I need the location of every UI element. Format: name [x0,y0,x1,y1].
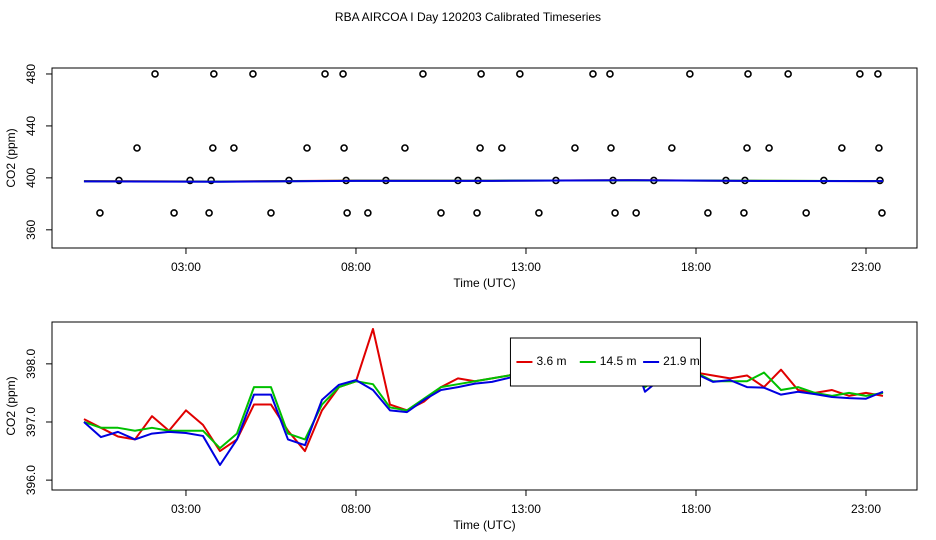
plot-area [83,327,884,466]
y-tick-label: 398.0 [24,349,38,379]
point [740,209,748,217]
figure-title: RBA AIRCOA I Day 120203 Calibrated Times… [335,10,601,24]
y-tick-label: 360 [24,219,38,239]
point [743,144,751,152]
x-tick-label: 08:00 [341,502,371,516]
x-tick-label: 03:00 [171,260,201,274]
y-tick-label: 480 [24,64,38,84]
point [209,144,217,152]
x-tick-label: 08:00 [341,260,371,274]
point [498,144,506,152]
point [571,144,579,152]
plot-frame [51,67,918,249]
point [744,70,752,78]
point [437,209,445,217]
y-tick-label: 400 [24,168,38,188]
point [686,70,694,78]
y-tick-label: 397.0 [24,407,38,437]
panel: 03:00 08:00 13:00 18:00 23:00 360 400 440 480 Tim… [4,64,918,290]
point [339,70,347,78]
point [516,70,524,78]
point [704,209,712,217]
point [607,144,615,152]
x-tick-label: 23:00 [851,260,881,274]
point [151,70,159,78]
plot-frame [51,321,918,491]
point [340,144,348,152]
x-tick-label: 18:00 [681,502,711,516]
series-line [83,179,884,183]
y-axis-label: CO2 (ppm) [4,128,18,187]
point [838,144,846,152]
point [133,144,141,152]
point [874,70,882,78]
x-axis-label: Time (UTC) [453,518,515,532]
y-axis-label: CO2 (ppm) [4,376,18,435]
point [267,209,275,217]
legend: 3.6 m 14.5 m 21.9 m [509,337,701,387]
point [535,209,543,217]
point [249,70,257,78]
legend-label: 3.6 m [536,354,566,368]
y-tick-label: 440 [24,116,38,136]
point [477,70,485,78]
point [419,70,427,78]
plot-area [83,70,886,217]
point [303,144,311,152]
series-line [83,342,884,450]
x-tick-label: 13:00 [511,260,541,274]
point [878,209,886,217]
point [589,70,597,78]
x-tick-label: 13:00 [511,502,541,516]
point [765,144,773,152]
point [856,70,864,78]
point [473,209,481,217]
panel: 03:00 08:00 13:00 18:00 23:00 396.0 397.0 398.0… [4,321,918,532]
legend-label: 14.5 m [600,354,637,368]
point [611,209,619,217]
point [210,70,218,78]
point [343,209,351,217]
point [632,209,640,217]
x-tick-label: 18:00 [681,260,711,274]
legend-box [509,337,701,387]
point [207,176,215,185]
point [606,70,614,78]
point [875,144,883,152]
point [230,144,238,152]
x-tick-label: 23:00 [851,502,881,516]
x-axis-label: Time (UTC) [453,276,515,290]
point [784,70,792,78]
point [170,209,178,217]
point [668,144,676,152]
y-tick-label: 396.0 [24,465,38,495]
x-tick-label: 03:00 [171,502,201,516]
point [364,209,372,217]
point [401,144,409,152]
point [321,70,329,78]
legend-label: 21.9 m [663,354,700,368]
series-line [83,340,884,466]
point [205,209,213,217]
point [96,209,104,217]
point [802,209,810,217]
point [476,144,484,152]
